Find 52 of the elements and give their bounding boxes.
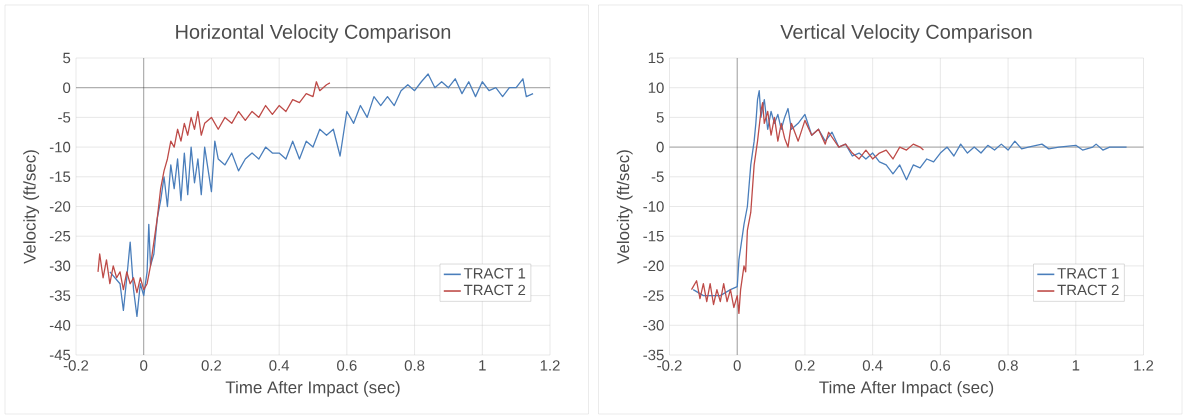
y-tick-label: -5 [651, 171, 664, 183]
y-tick-label: -15 [643, 230, 664, 242]
legend-label: TRACT 1 [463, 268, 526, 279]
x-tick-label: -0.2 [63, 360, 89, 371]
x-tick-label: -0.2 [657, 360, 682, 371]
line-series [109, 73, 534, 318]
y-tick-label: 5 [63, 52, 71, 64]
legend-label: TRACT 1 [1057, 268, 1119, 279]
y-tick-label: -10 [49, 141, 71, 153]
x-tick-label: 0.4 [862, 360, 883, 371]
legend-label: TRACT 2 [1057, 284, 1119, 296]
y-tick-label: -40 [49, 320, 71, 331]
y-tick-label: 15 [648, 52, 664, 64]
x-tick-label: 0.4 [269, 360, 290, 371]
legend-label: TRACT 2 [463, 284, 526, 296]
x-tick-label: 1 [479, 360, 486, 371]
x-tick-label: 1.2 [540, 360, 560, 371]
x-axis-title: Time After Impact (sec) [819, 380, 994, 397]
x-tick-label: 0.8 [998, 360, 1018, 371]
y-tick-label: -30 [49, 260, 71, 272]
y-axis-title: Velocity (ft/sec) [616, 150, 633, 264]
line-series [97, 81, 331, 294]
x-tick-label: 0.8 [404, 360, 425, 371]
y-tick-label: -5 [58, 112, 71, 123]
line-series [692, 90, 1128, 297]
y-tick-label: 5 [656, 112, 664, 123]
y-tick-label: -10 [643, 201, 664, 212]
x-tick-label: 0.6 [337, 360, 357, 371]
y-tick-label: -25 [643, 290, 664, 301]
y-tick-label: -30 [643, 320, 664, 331]
x-axis-title: Time After Impact (sec) [225, 380, 400, 397]
y-tick-label: -25 [49, 230, 71, 242]
y-tick-label: -35 [49, 290, 71, 301]
x-tick-label: 1 [1072, 360, 1080, 371]
y-tick-label: 0 [63, 82, 71, 93]
y-tick-label: 10 [648, 82, 664, 93]
y-tick-label: -20 [49, 201, 71, 212]
line-series [690, 101, 925, 315]
x-tick-label: 0.2 [201, 360, 222, 371]
y-tick-label: -45 [49, 349, 71, 361]
y-tick-label: -20 [643, 260, 664, 272]
y-tick-label: -35 [643, 349, 664, 361]
y-tick-label: 0 [656, 141, 664, 153]
y-tick-label: -15 [49, 171, 71, 183]
x-tick-label: 0.6 [930, 360, 951, 371]
chart-title: Vertical Velocity Comparison [780, 24, 1032, 43]
chart-title: Horizontal Velocity Comparison [176, 24, 451, 43]
x-tick-label: 0 [140, 360, 148, 371]
x-tick-label: 0 [733, 360, 741, 371]
y-axis-title: Velocity (ft/sec) [23, 150, 40, 264]
x-tick-label: 1.2 [1134, 360, 1154, 371]
x-tick-label: 0.2 [795, 360, 815, 371]
